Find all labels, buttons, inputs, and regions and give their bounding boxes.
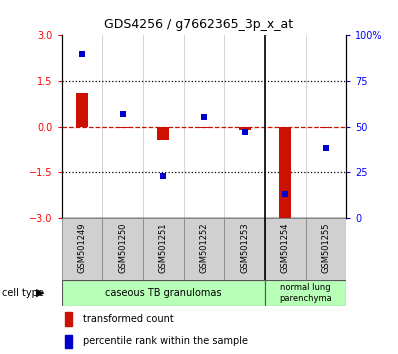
Bar — [102, 218, 143, 280]
Bar — [62, 280, 265, 306]
Bar — [224, 218, 265, 280]
Text: ▶: ▶ — [36, 288, 44, 298]
Text: GSM501254: GSM501254 — [281, 223, 290, 273]
Text: GSM501251: GSM501251 — [159, 223, 168, 273]
Bar — [143, 218, 183, 280]
Text: GSM501252: GSM501252 — [199, 223, 209, 273]
Bar — [64, 312, 72, 326]
Bar — [320, 127, 332, 128]
Text: normal lung
parenchyma: normal lung parenchyma — [279, 283, 332, 303]
Bar — [183, 218, 224, 280]
Bar — [76, 93, 88, 127]
Bar — [265, 280, 346, 306]
Text: transformed count: transformed count — [83, 314, 174, 324]
Bar — [279, 127, 291, 218]
Bar — [238, 127, 251, 130]
Bar — [198, 127, 210, 128]
Bar — [265, 218, 306, 280]
Bar — [117, 127, 129, 128]
Text: GSM501255: GSM501255 — [322, 223, 330, 273]
Text: caseous TB granulomas: caseous TB granulomas — [105, 288, 222, 298]
Bar — [64, 335, 72, 348]
Text: GSM501253: GSM501253 — [240, 223, 249, 273]
Text: percentile rank within the sample: percentile rank within the sample — [83, 336, 248, 346]
Text: cell type: cell type — [2, 288, 44, 298]
Text: GSM501250: GSM501250 — [118, 223, 127, 273]
Text: GDS4256 / g7662365_3p_x_at: GDS4256 / g7662365_3p_x_at — [104, 18, 294, 31]
Text: GSM501249: GSM501249 — [78, 223, 86, 273]
Bar — [306, 218, 346, 280]
Bar — [157, 127, 170, 140]
Bar — [62, 218, 102, 280]
